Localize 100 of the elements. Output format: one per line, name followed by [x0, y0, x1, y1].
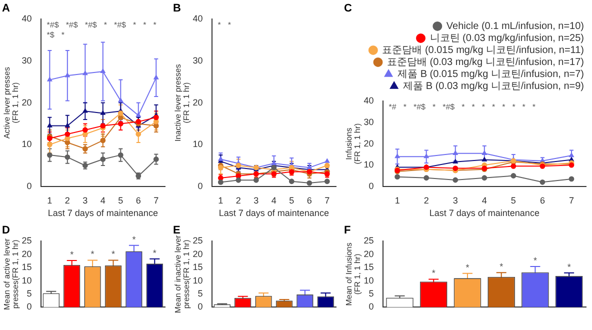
x-tick-label: 3 [452, 195, 458, 206]
annotation: * [153, 20, 156, 30]
y-tick-label: 0 [368, 180, 374, 191]
y-tick-label: 5 [368, 288, 374, 298]
y-tick-label: 10 [192, 275, 203, 286]
y-tick-label: 5 [26, 288, 32, 298]
legend-label: 제품 B (0.03 mg/kg 니코틴/infusion, n=9) [403, 80, 584, 92]
y-tick-label: 30 [22, 55, 32, 66]
annotation: *#$ [84, 20, 98, 30]
annotation: * [482, 102, 485, 112]
x-tick-label: 4 [482, 195, 487, 206]
x-axis-title: Last 7 days of maintenance [429, 208, 540, 218]
x-tick-label: 7 [324, 195, 330, 206]
data-label: * [132, 234, 136, 244]
y-tick-label: 20 [364, 248, 374, 259]
y-tick-label: 20 [22, 248, 32, 259]
x-tick-label: 3 [254, 195, 259, 206]
x-tick-label: 5 [510, 195, 516, 206]
annotation: * [492, 102, 496, 112]
annotation: * [104, 20, 107, 30]
annotation: * [61, 30, 64, 40]
y-axis-title: Mean of active lever presses(FR 1, 1 hr) [2, 238, 20, 310]
data-label: * [567, 262, 572, 272]
x-tick-label: 6 [306, 195, 312, 206]
x-tick-label: 6 [540, 195, 545, 206]
y-tick-label: 20 [364, 138, 374, 148]
data-label: * [432, 268, 436, 278]
data-label: * [90, 249, 95, 260]
y-axis-title: Active lever presses (FR 1, 1 hr) [2, 67, 20, 139]
data-label: * [500, 262, 504, 272]
y-tick-label: 15 [192, 262, 203, 272]
y-tick-label: 0 [26, 180, 32, 191]
y-tick-label: 30 [192, 55, 203, 66]
y-tick-label: 40 [192, 14, 203, 24]
y-tick-label: 20 [192, 97, 203, 108]
data-label: * [152, 248, 157, 258]
legend-label: 표준담배 (0.03 mg/kg 니코틴/infusion, n=17) [386, 56, 584, 68]
y-tick-label: 10 [22, 139, 32, 150]
y-tick-label: 0 [198, 180, 203, 191]
y-tick-label: 40 [364, 96, 374, 106]
annotation: * [432, 102, 436, 112]
x-tick-label: 7 [568, 195, 574, 206]
x-tick-label: 2 [236, 195, 241, 206]
annotation: * [502, 102, 506, 112]
y-axis-title: Inactive lever presses (FR 1, 1 hr) [173, 64, 191, 142]
y-tick-label: 40 [22, 14, 32, 24]
annotation: * [512, 102, 516, 112]
data-label: * [533, 256, 538, 266]
chart-title: D [2, 224, 10, 237]
y-tick-label: 20 [192, 248, 203, 259]
annotation: * [472, 102, 475, 112]
x-tick-label: 1 [47, 195, 52, 206]
x-tick-label: 1 [218, 195, 224, 206]
y-tick-label: 10 [22, 275, 32, 286]
annotation: *$ [46, 30, 55, 40]
annotation: * [522, 102, 526, 112]
y-tick-label: 25 [22, 236, 32, 246]
y-tick-label: 0 [198, 302, 203, 312]
y-axis-title: Mean of inactive lever presses(FR 1, 1 hr) [173, 234, 191, 314]
annotation: * [218, 20, 221, 30]
x-tick-label: 5 [289, 195, 294, 206]
x-tick-label: 6 [136, 195, 141, 206]
y-tick-label: 25 [192, 236, 203, 246]
x-tick-label: 2 [424, 195, 429, 206]
x-tick-label: 3 [82, 195, 88, 206]
annotation: *# [388, 102, 397, 112]
y-tick-label: 0 [26, 302, 32, 312]
legend-label: Vehicle (0.1 mL/infusion, n=10) [446, 20, 584, 32]
y-tick-label: 20 [22, 97, 32, 108]
legend-label: 니코틴 (0.03 mg/kg/infusion, n=25) [430, 32, 584, 44]
annotation: * [532, 102, 536, 112]
y-tick-label: 30 [364, 116, 374, 127]
chart-title: E [173, 224, 180, 237]
x-axis-title: Last 7 days of maintenance [218, 208, 329, 218]
annotation: * [228, 20, 232, 30]
annotation: *#$ [413, 102, 426, 112]
x-tick-label: 7 [154, 195, 159, 206]
x-axis-title: Last 7 days of maintenance [48, 208, 158, 218]
data-label: * [111, 249, 116, 260]
annotation: * [132, 20, 136, 30]
legend-label: 표준담배 (0.015 mg/kg 니코틴/infusion, n=11) [382, 44, 584, 56]
data-label: * [466, 262, 470, 272]
y-tick-label: 10 [364, 275, 374, 286]
chart-title: B [173, 2, 181, 15]
legend-label: 제품 B (0.015 mg/kg 니코틴/infusion, n=7) [398, 68, 584, 80]
y-tick-label: 10 [364, 160, 374, 170]
y-tick-label: 15 [364, 262, 374, 272]
y-tick-label: 0 [368, 302, 374, 312]
x-tick-label: 4 [100, 195, 106, 206]
chart-title: F [344, 224, 351, 237]
annotation: * [462, 102, 465, 112]
y-tick-label: 5 [198, 288, 203, 298]
annotation: *#$ [66, 20, 78, 30]
y-axis-title: Mean of Infusions (FR 1, 1 hr) [344, 242, 362, 306]
annotation: *#$ [46, 20, 60, 30]
y-tick-label: 10 [192, 139, 203, 150]
annotation: *#$ [442, 102, 456, 112]
chart-title: A [2, 2, 10, 15]
y-tick-label: 15 [22, 262, 32, 272]
y-axis-title: Infusions (FR 1, 1 hr) [344, 123, 362, 164]
